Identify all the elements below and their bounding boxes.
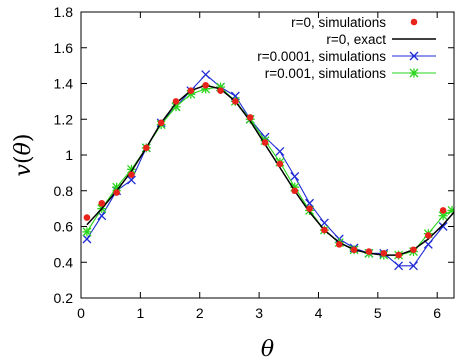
data-point [380,250,388,257]
data-point [128,171,135,178]
data-point [217,87,224,94]
legend-label: r=0.0001, simulations [257,49,386,64]
x-tick-label: 1 [136,305,144,321]
y-tick-label: 1.8 [54,4,74,20]
data-point [232,98,239,105]
legend-item: r=0.0001, simulations [257,49,436,64]
series-line [86,84,454,256]
data-point [172,98,180,105]
legend-label: r=0, exact [326,32,386,47]
data-point [409,68,419,78]
data-point [83,214,91,221]
data-point [394,261,404,271]
data-point [113,189,120,196]
data-point [127,175,136,185]
x-tick-label: 2 [196,305,204,321]
data-point [261,139,269,146]
series-line [86,74,444,267]
y-tick-label: 0.6 [54,219,74,235]
legend-label: r=0, simulations [291,15,386,30]
series-0 [83,81,447,259]
data-point [395,251,402,259]
data-point [82,234,92,244]
data-point [275,146,285,156]
data-point [201,70,211,80]
data-point [350,246,358,254]
y-tick-label: 0.8 [54,183,74,199]
data-point [409,51,419,61]
y-axis-title-text: v(θ) [11,134,36,177]
legend-label: r=0.001, simulations [265,66,386,81]
data-point [306,205,313,212]
y-tick-label: 1.6 [54,40,74,56]
data-point [335,241,343,248]
data-point [365,248,373,255]
data-point [408,261,418,271]
data-point [98,199,106,207]
data-point [438,211,448,221]
data-point [410,18,418,26]
y-tick-label: 1.4 [54,76,74,92]
legend-item: r=0, exact [326,32,436,47]
legend-item: r=0, simulations [291,15,418,30]
data-point [410,246,417,254]
data-point [291,187,299,195]
data-point [439,207,447,214]
y-tick-label: 1 [65,147,73,163]
x-axis-title: θ [261,337,274,362]
data-point [202,81,209,89]
y-tick-label: 0.2 [54,290,74,306]
data-point [438,222,448,231]
data-point [321,226,328,234]
x-tick-label: 6 [433,305,441,321]
series-3 [82,82,454,260]
y-tick-label: 1.2 [54,111,74,127]
x-tick-label: 0 [77,305,85,321]
data-point [424,232,432,239]
series-layer [82,70,454,271]
x-tick-label: 5 [374,305,382,321]
legend: r=0, simulations r=0, exact r=0.0001, simu… [257,15,436,81]
data-point [290,171,300,181]
data-point [276,160,284,168]
data-point [143,144,150,152]
data-point [157,119,165,127]
data-point [82,227,92,237]
y-axis-title: v(θ) [11,134,36,177]
series-2 [82,70,448,271]
data-point [187,87,195,94]
data-point [246,114,254,121]
data-point [319,218,329,228]
series-1 [86,84,454,256]
y-tick-label: 0.4 [54,254,74,270]
ticks-layer: 0 1 2 3 4 5 6 0.2 0.4 0.6 0.8 1 1.2 1.4 1.6 1.8 [54,4,454,321]
x-tick-label: 4 [315,305,323,321]
x-tick-label: 3 [255,305,263,321]
series-line [86,86,453,256]
legend-item: r=0.001, simulations [265,66,436,81]
